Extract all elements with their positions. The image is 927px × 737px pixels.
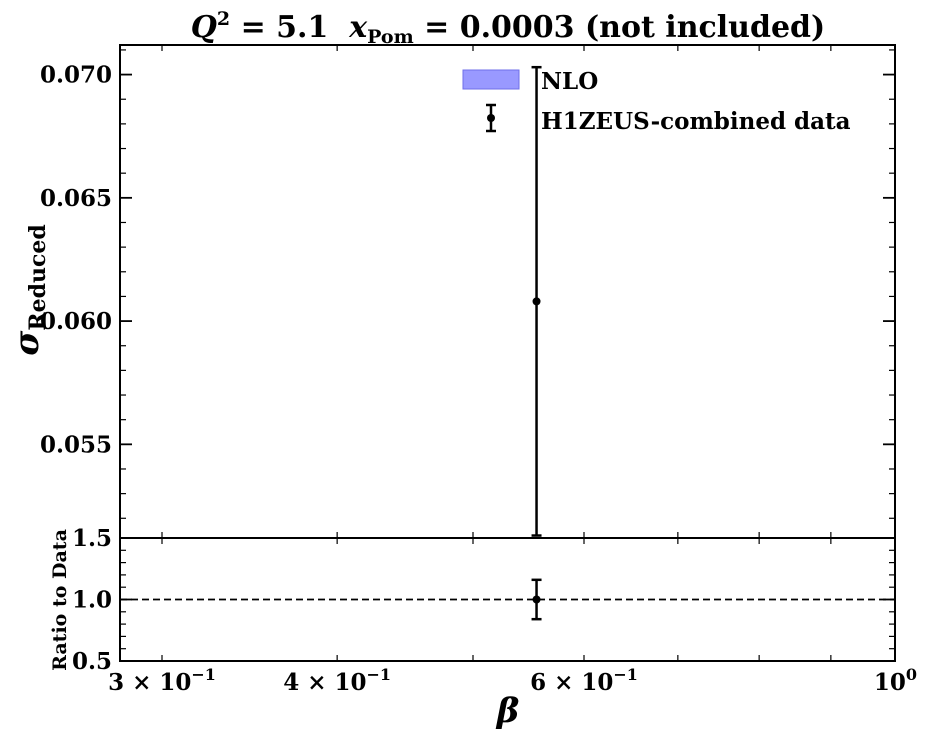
top-y-tick-label: 0.055 (40, 431, 112, 458)
top-y-axis-label: σReduced (7, 224, 51, 356)
bottom-y-tick-label: 1.5 (72, 525, 112, 552)
x-tick-label: 6 × 10−1 (530, 665, 638, 696)
top-data-marks (531, 65, 542, 537)
x-tick-label: 100 (874, 665, 917, 696)
bottom-y-tick-label: 1.0 (72, 587, 112, 614)
top-y-tick-label: 0.070 (40, 62, 112, 89)
legend-data-label: H1ZEUS-combined data (541, 108, 851, 135)
top-panel: 0.055 0.060 0.065 0.070 NLO H1ZEUS-combined… (7, 44, 896, 539)
x-tick-label: 4 × 10−1 (283, 665, 391, 696)
ratio-point (532, 595, 541, 604)
chart-title: Q2 = 5.1 xPom = 0.0003 (not included) (191, 8, 825, 48)
x-axis-label: β (495, 691, 520, 731)
bottom-y-axis-label: Ratio to Data (49, 529, 71, 671)
x-tick-label: 3 × 10−1 (108, 665, 216, 696)
bottom-y-ticks: 0.5 1.0 1.5 (72, 525, 895, 675)
data-point (532, 297, 541, 306)
top-y-tick-label: 0.060 (40, 308, 112, 335)
legend-nlo-label: NLO (541, 68, 598, 95)
bottom-y-tick-label: 0.5 (72, 648, 112, 675)
top-y-ticks: 0.055 0.060 0.065 0.070 (40, 49, 895, 519)
bottom-x-ticks: 3 × 10−1 4 × 10−1 6 × 10−1 100 (108, 538, 917, 696)
bottom-data-marks (120, 578, 895, 621)
top-x-ticks (161, 45, 896, 538)
legend-nlo-swatch (462, 69, 520, 90)
legend-data-errorbar-icon (486, 103, 496, 133)
bottom-panel: 0.5 1.0 1.5 3 × 10−1 4 × 10−1 6 × 10−1 100 Ra… (49, 525, 917, 696)
legend: NLO H1ZEUS-combined data (462, 68, 851, 135)
top-y-tick-label: 0.065 (40, 185, 112, 212)
